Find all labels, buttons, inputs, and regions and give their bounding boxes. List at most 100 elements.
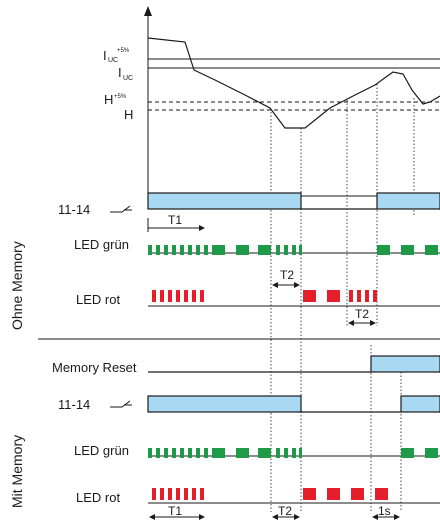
red-led-pulse <box>192 290 196 302</box>
red-led-pulse <box>168 290 172 302</box>
contact-symbol-icon <box>110 205 132 213</box>
svg-text:H: H <box>104 92 113 107</box>
red-pulses <box>152 488 388 500</box>
green-led-pulse <box>377 245 390 255</box>
svg-text:UC: UC <box>123 75 133 82</box>
red-led-pulse <box>373 290 377 302</box>
red-led-pulse <box>327 290 340 302</box>
relay-on-bar <box>147 192 302 210</box>
relay-on-bar <box>147 395 302 413</box>
y-axis-arrow <box>144 6 152 16</box>
red-led-pulse <box>349 290 353 302</box>
memory-reset-label: Memory Reset <box>52 360 137 375</box>
green-led-pulse <box>236 448 249 458</box>
green-led-pulse <box>258 448 271 458</box>
green-led-pulse <box>212 245 225 255</box>
green-led-pulse <box>292 448 296 458</box>
red-led-pulse <box>192 488 196 500</box>
red-led-pulse <box>176 488 180 500</box>
svg-text:T2: T2 <box>278 504 292 518</box>
led-green-label-upper: LED grün <box>74 237 129 252</box>
red-led-pulse <box>375 488 388 500</box>
red-led-pulse <box>200 290 204 302</box>
led-red-row-upper: LED rot <box>76 290 440 307</box>
svg-text:I: I <box>118 65 122 80</box>
green-led-pulse <box>425 448 438 458</box>
green-led-pulse <box>204 448 208 458</box>
green-led-pulse <box>204 245 208 255</box>
svg-text:T2: T2 <box>280 268 294 282</box>
green-led-pulse <box>196 448 200 458</box>
green-led-pulse <box>188 245 192 255</box>
timing-t1-upper: T1 <box>147 213 205 232</box>
svg-text:T2: T2 <box>355 307 369 321</box>
red-led-pulse <box>200 488 204 500</box>
green-led-pulse <box>148 448 152 458</box>
green-led-pulse <box>148 245 152 255</box>
green-led-pulse <box>196 245 200 255</box>
timing-t1-lower: T1 <box>149 504 205 520</box>
green-led-pulse <box>401 448 414 458</box>
svg-text:T1: T1 <box>168 213 182 227</box>
timing-t2-upper-a: T2 <box>272 268 300 288</box>
timing-1s: 1s <box>372 504 400 520</box>
led-green-row-lower: LED grün <box>74 443 440 458</box>
section-label-with-memory: Mit Memory <box>9 435 25 508</box>
red-led-pulse <box>365 290 369 302</box>
red-led-pulse <box>184 488 188 500</box>
green-pulses <box>148 245 438 255</box>
relay-row-upper: 11-14 <box>58 192 440 217</box>
time-markers <box>270 84 415 512</box>
led-red-row-lower: LED rot <box>76 488 440 505</box>
red-led-pulse <box>176 290 180 302</box>
green-led-pulse <box>172 245 176 255</box>
level-label-h: H <box>124 107 133 122</box>
green-led-pulse <box>156 245 160 255</box>
red-led-pulse <box>303 290 316 302</box>
green-led-pulse <box>276 245 280 255</box>
green-led-pulse <box>284 448 288 458</box>
led-red-label-upper: LED rot <box>76 292 120 307</box>
red-led-pulse <box>327 488 340 500</box>
green-led-pulse <box>164 245 168 255</box>
timing-t2-lower: T2 <box>272 504 300 520</box>
green-led-pulse <box>172 448 176 458</box>
green-led-pulse <box>299 448 302 458</box>
green-pulses <box>148 448 438 458</box>
green-led-pulse <box>299 245 302 255</box>
red-led-pulse <box>357 290 361 302</box>
svg-text:1s: 1s <box>378 504 391 518</box>
relay-label-lower: 11-14 <box>58 397 90 412</box>
red-led-pulse <box>152 488 156 500</box>
green-led-pulse <box>212 448 225 458</box>
red-led-pulse <box>168 488 172 500</box>
green-led-pulse <box>258 245 271 255</box>
svg-text:+5%: +5% <box>117 48 130 54</box>
led-green-label-lower: LED grün <box>74 443 129 458</box>
led-green-row-upper: LED grün <box>74 237 440 255</box>
red-pulses <box>152 290 377 302</box>
level-label-h-plus: H +5% <box>104 92 127 107</box>
green-led-pulse <box>292 245 296 255</box>
svg-text:T1: T1 <box>168 504 182 518</box>
measurement-graph <box>144 6 440 197</box>
led-red-label-lower: LED rot <box>76 490 120 505</box>
memory-reset-row: Memory Reset <box>52 355 440 375</box>
relay-row-lower: 11-14 <box>58 395 440 413</box>
red-led-pulse <box>152 290 156 302</box>
green-led-pulse <box>188 448 192 458</box>
green-led-pulse <box>425 245 438 255</box>
red-led-pulse <box>160 290 164 302</box>
green-led-pulse <box>164 448 168 458</box>
red-led-pulse <box>184 290 188 302</box>
red-led-pulse <box>160 488 164 500</box>
green-led-pulse <box>284 245 288 255</box>
level-label-iuc-plus: I UC +5% <box>103 48 130 64</box>
green-led-pulse <box>156 448 160 458</box>
memory-reset-bar <box>370 355 440 373</box>
green-led-pulse <box>401 245 414 255</box>
level-label-iuc: I UC <box>118 65 133 82</box>
svg-text:+5%: +5% <box>114 94 127 100</box>
svg-text:UC: UC <box>108 57 118 64</box>
